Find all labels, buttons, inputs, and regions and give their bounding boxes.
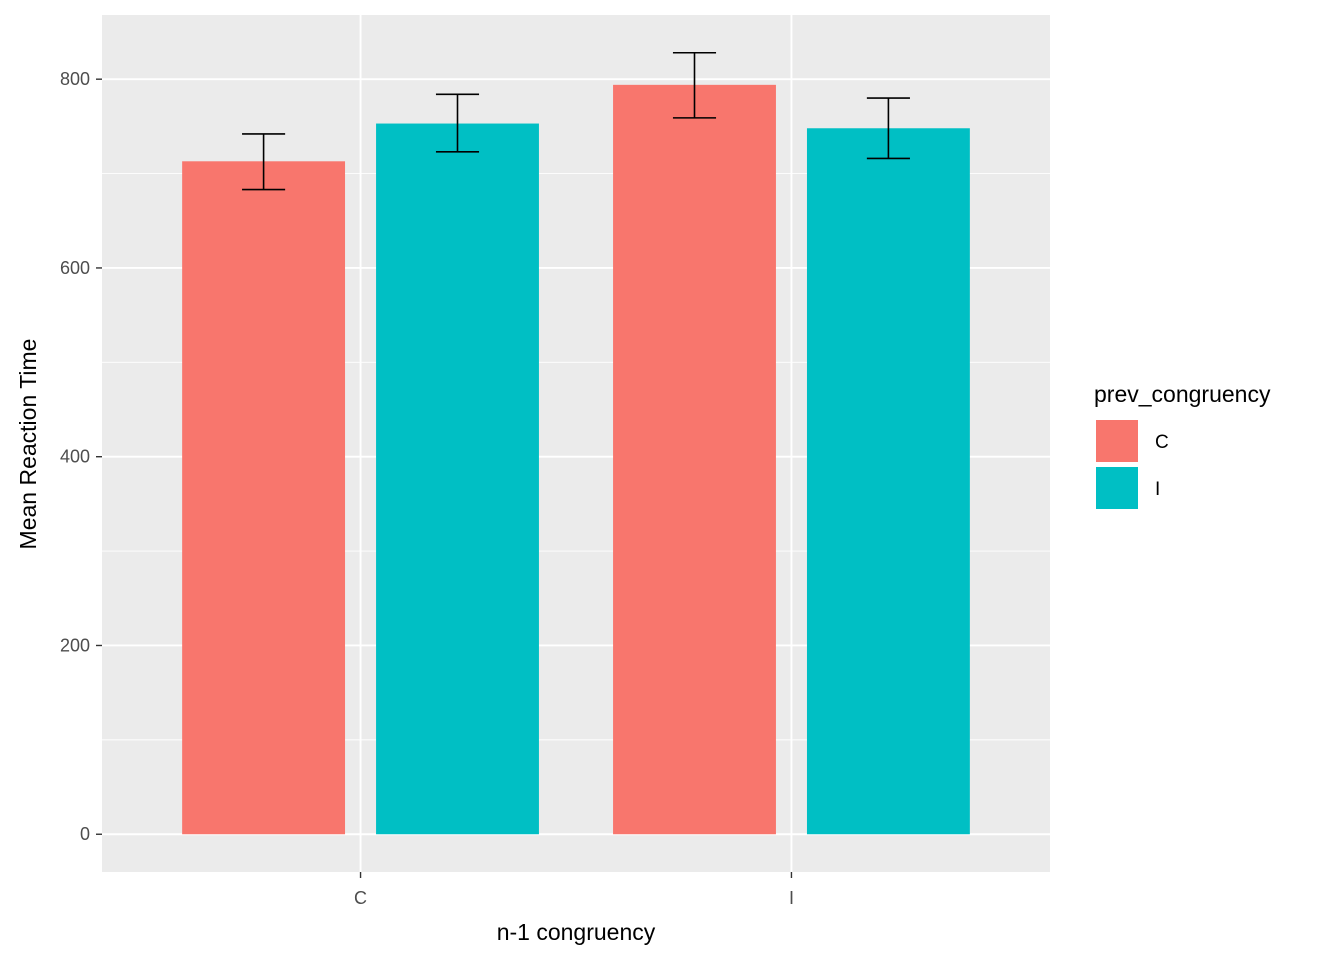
bar <box>613 84 776 835</box>
x-tick-label: I <box>789 888 794 908</box>
y-tick-label: 200 <box>60 635 90 655</box>
bars <box>182 84 970 835</box>
y-tick-label: 0 <box>80 824 90 844</box>
bar <box>376 123 539 835</box>
legend-label: C <box>1155 432 1169 453</box>
bar <box>806 128 970 835</box>
y-axis: 0 200 400 600 800 <box>60 69 102 844</box>
bar <box>182 161 346 835</box>
x-axis-title: n-1 congruency <box>497 919 656 945</box>
legend-swatch <box>1096 420 1138 462</box>
legend-title: prev_congruency <box>1094 381 1271 407</box>
x-tick-label: C <box>354 888 367 908</box>
legend: prev_congruency C I <box>1094 381 1271 509</box>
legend-swatch <box>1096 467 1138 509</box>
y-tick-label: 800 <box>60 69 90 89</box>
legend-label: I <box>1155 479 1160 500</box>
y-tick-label: 400 <box>60 447 90 467</box>
error-bars <box>242 51 910 191</box>
y-axis-title: Mean Reaction Time <box>15 339 41 550</box>
y-tick-label: 600 <box>60 258 90 278</box>
